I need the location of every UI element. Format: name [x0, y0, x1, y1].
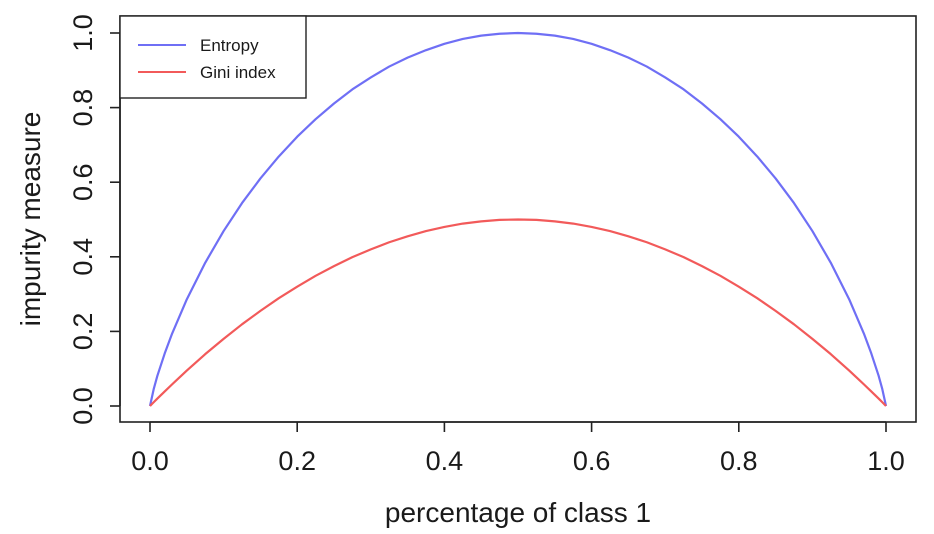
y-tick-label: 0.2 — [68, 313, 98, 351]
y-tick-label: 0.8 — [68, 89, 98, 127]
legend-label-gini: Gini index — [200, 63, 276, 82]
x-tick-label: 0.0 — [131, 446, 169, 476]
y-tick-label: 1.0 — [68, 14, 98, 52]
x-tick-label: 0.6 — [573, 446, 611, 476]
y-axis-title: impurity measure — [15, 112, 46, 327]
legend: Entropy Gini index — [119, 15, 307, 99]
x-tick-label: 1.0 — [867, 446, 905, 476]
series-line-gini-index — [149, 218, 887, 407]
x-tick-label: 0.8 — [720, 446, 758, 476]
series-layer — [148, 31, 888, 407]
x-tick-label: 0.2 — [278, 446, 316, 476]
series-line-entropy — [148, 31, 888, 407]
y-tick-label: 0.6 — [68, 163, 98, 201]
legend-box — [119, 15, 307, 99]
y-axis: 0.0 0.2 0.4 0.6 0.8 1.0 — [68, 14, 121, 425]
x-axis-title: percentage of class 1 — [385, 497, 651, 528]
x-tick-label: 0.4 — [426, 446, 464, 476]
y-tick-label: 0.0 — [68, 387, 98, 425]
legend-label-entropy: Entropy — [200, 36, 259, 55]
y-tick-label: 0.4 — [68, 238, 98, 276]
x-axis: 0.0 0.2 0.4 0.6 0.8 1.0 — [131, 421, 905, 476]
